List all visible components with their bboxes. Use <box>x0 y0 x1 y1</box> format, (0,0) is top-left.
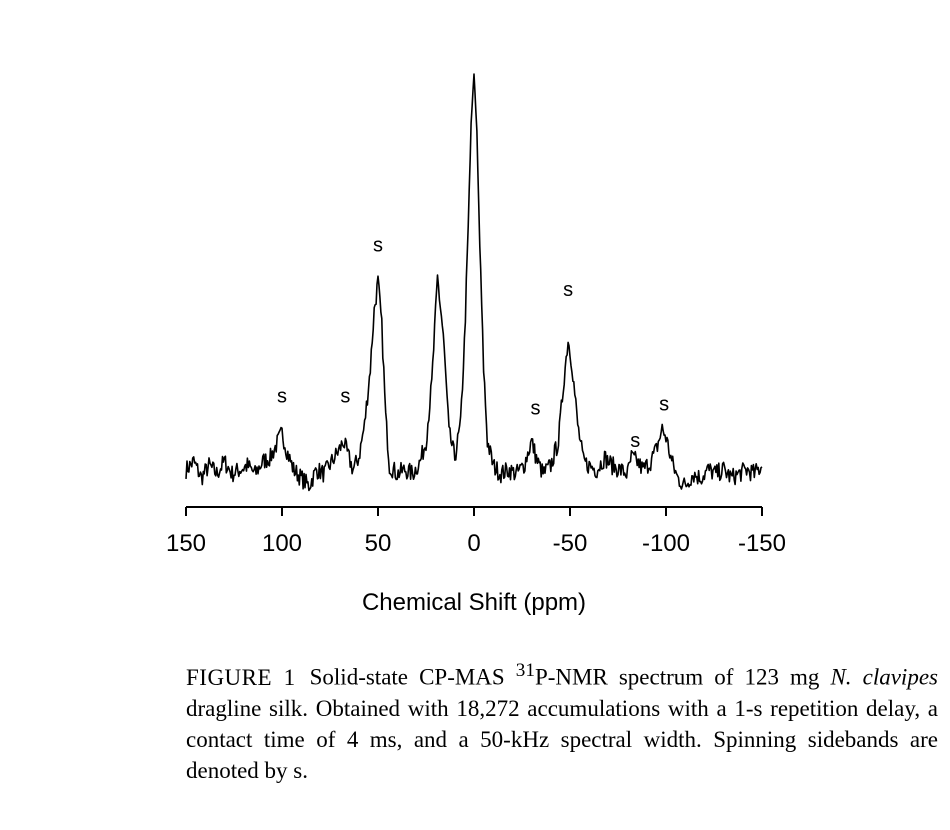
figure-caption: FIGURE 1 Solid-state CP-MAS 31P-NMR spect… <box>186 655 938 786</box>
caption-text-2: P-NMR spectrum of 123 mg <box>534 664 831 690</box>
x-tick-label: 0 <box>467 530 480 557</box>
sideband-label: s <box>277 385 287 407</box>
sideband-label: s <box>659 393 669 415</box>
sideband-label: s <box>630 430 640 452</box>
x-axis-ticks: 150 100 50 0 -50 -100 -150 <box>166 507 786 557</box>
figure-label: FIGURE 1 <box>186 664 296 690</box>
x-axis-title: Chemical Shift (ppm) <box>362 589 586 616</box>
sideband-label: s <box>373 234 383 256</box>
x-tick-label: 150 <box>166 530 206 557</box>
x-tick-label: 50 <box>365 530 392 557</box>
sideband-label: s <box>340 385 350 407</box>
caption-species: N. clavipes <box>830 664 938 690</box>
caption-text-1: Solid-state CP-MAS <box>309 664 516 690</box>
x-tick-label: 100 <box>262 530 302 557</box>
x-tick-label: -50 <box>553 530 588 557</box>
sideband-label: s <box>563 279 573 301</box>
sideband-label: s <box>530 398 540 420</box>
spectrum-line <box>185 73 763 492</box>
x-tick-label: -150 <box>738 530 786 557</box>
caption-superscript: 31 <box>515 660 535 681</box>
x-tick-label: -100 <box>642 530 690 557</box>
caption-text-3: dragline silk. Obtained with 18,272 accu… <box>186 695 938 783</box>
